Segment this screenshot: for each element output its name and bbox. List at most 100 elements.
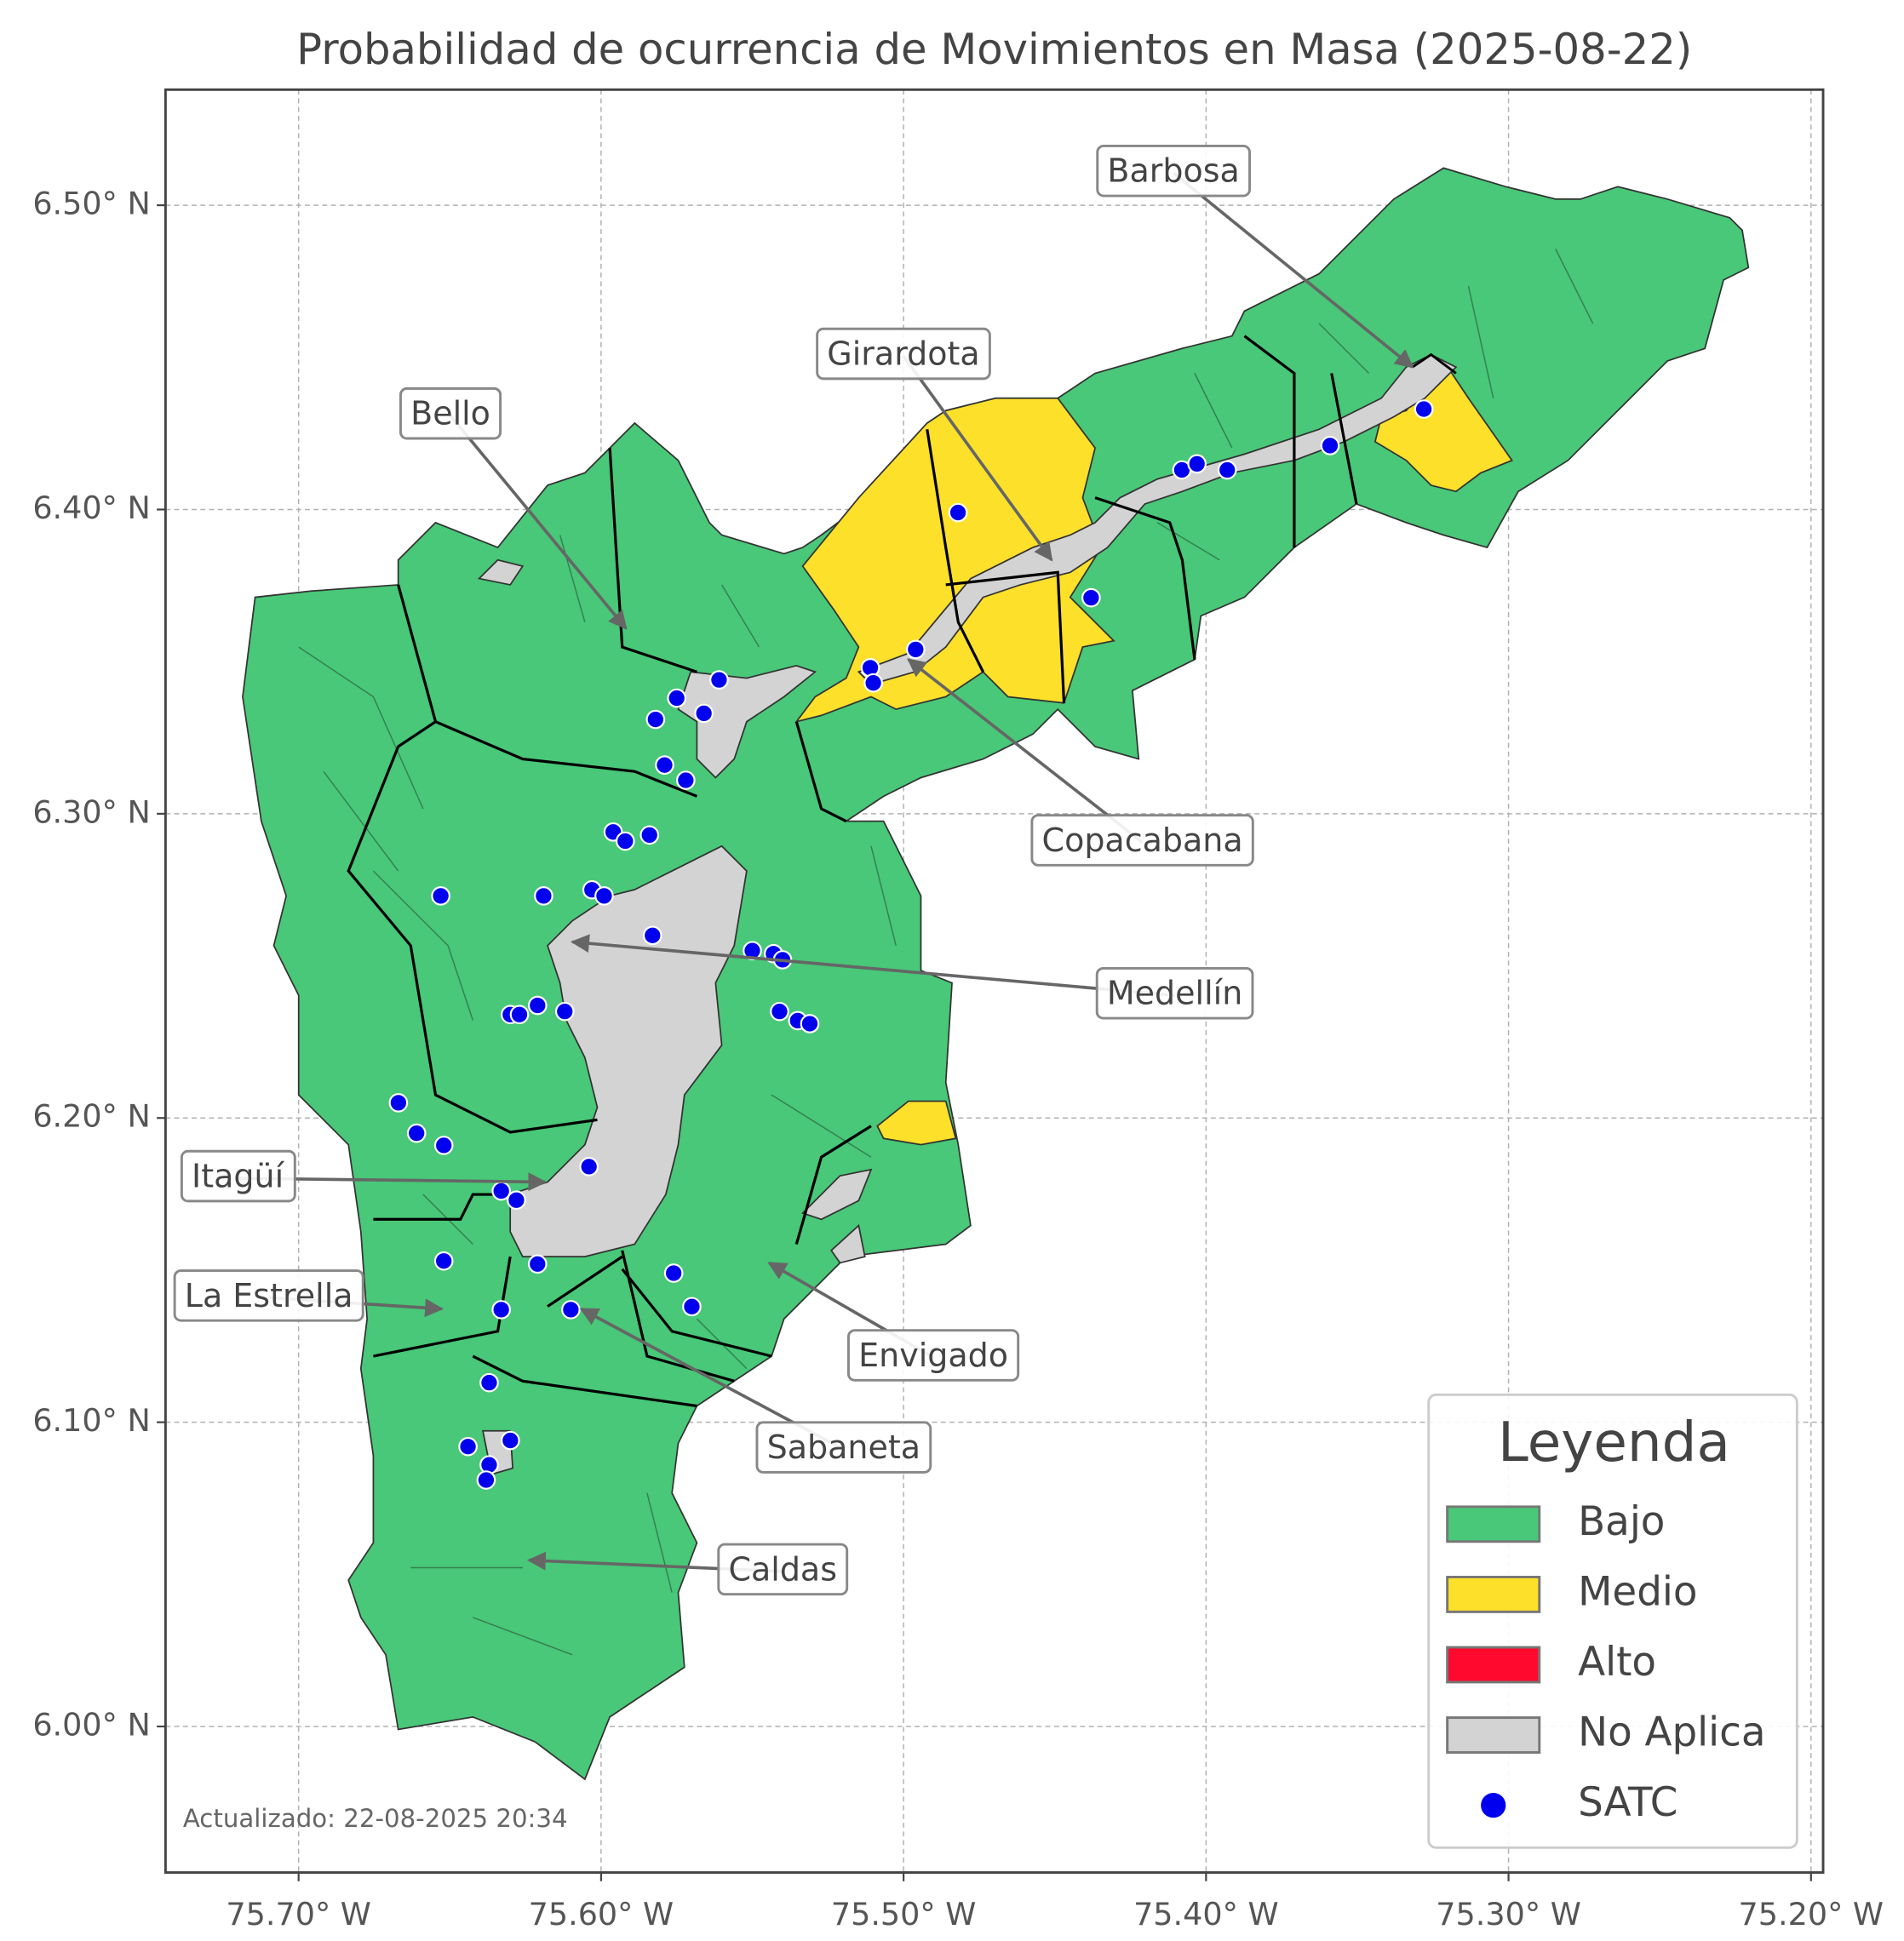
satc-point — [554, 1001, 575, 1022]
satc-point — [431, 886, 450, 906]
region-no-aplica — [477, 558, 525, 586]
satc-point — [906, 639, 926, 660]
axis-ticks: 75.70° W 75.60° W 75.50° W 75.40° W 75.30° W… — [32, 186, 1884, 1933]
annotation-label: Medellín — [1107, 975, 1242, 1012]
annotation-box — [755, 1421, 932, 1474]
annotation-box — [180, 1149, 296, 1203]
legend-swatch — [1446, 1716, 1541, 1754]
annotation-arrow — [902, 354, 1053, 562]
legend: Leyenda Bajo Medio Alto No Aplica SATC — [1427, 1393, 1798, 1849]
satc-point — [527, 1254, 548, 1274]
x-tick-label: 75.50° W — [831, 1896, 977, 1932]
annotation-box — [1030, 814, 1254, 867]
annotation-arrow — [1172, 171, 1414, 369]
annotation-label: Caldas — [728, 1550, 837, 1588]
region-no-aplica — [801, 1168, 873, 1221]
legend-swatch — [1446, 1575, 1541, 1613]
x-tick-label: 75.20° W — [1739, 1896, 1884, 1932]
map-title: Probabilidad de ocurrencia de Movimiento… — [296, 25, 1692, 74]
plot-frame — [163, 88, 1825, 1875]
satc-point — [507, 1190, 526, 1211]
annotation-box — [1095, 966, 1254, 1020]
region-medio — [1374, 359, 1513, 493]
legend-label: No Aplica — [1578, 1710, 1765, 1756]
satc-point — [1414, 399, 1434, 419]
municipal-borders — [1411, 352, 1457, 375]
annotation-label: Envigado — [858, 1337, 1008, 1374]
annotation-box — [399, 386, 502, 440]
legend-swatch — [1446, 1505, 1541, 1543]
y-tick-label: 6.40° N — [32, 490, 150, 526]
region-medio — [876, 1100, 957, 1146]
satc-point — [655, 755, 674, 776]
annotations: Barbosa Girardota Bello Copacabana Medellín I… — [173, 144, 1414, 1596]
y-tick-label: 6.30° N — [32, 793, 150, 830]
satc-point — [433, 1251, 454, 1271]
satc-point — [501, 1430, 520, 1451]
satc-point — [770, 1001, 789, 1022]
y-tick-label: 6.20° N — [32, 1098, 150, 1135]
satc-points — [388, 399, 1434, 1490]
annotation-box — [717, 1543, 849, 1596]
satc-point — [682, 1297, 702, 1317]
satc-point — [527, 995, 548, 1016]
footer-note: Actualizado: 22-08-2025 20:34 — [183, 1804, 568, 1833]
satc-point — [1081, 587, 1101, 608]
municipal-borders — [347, 335, 1358, 1408]
satc-point — [863, 673, 883, 693]
satc-point — [561, 1300, 581, 1320]
legend-title: Leyenda — [1498, 1411, 1730, 1474]
y-tick-label: 6.00° N — [32, 1707, 150, 1743]
annotation-label: La Estrella — [185, 1277, 353, 1314]
satc-point — [639, 825, 660, 845]
annotation-box — [173, 1269, 364, 1322]
satc-point — [1187, 454, 1207, 474]
satc-point — [645, 709, 666, 730]
satc-point — [676, 770, 696, 790]
satc-point — [709, 670, 729, 690]
annotation-arrow — [571, 934, 1175, 998]
satc-point — [491, 1300, 511, 1320]
satc-point — [667, 688, 687, 708]
regions — [242, 167, 1750, 1781]
satc-point — [1217, 460, 1237, 480]
satc-point — [615, 831, 635, 851]
annotation-label: Copacabana — [1042, 822, 1243, 859]
x-tick-label: 75.30° W — [1436, 1896, 1581, 1932]
satc-point — [594, 886, 614, 906]
satc-point — [800, 1014, 820, 1033]
x-tick-label: 75.40° W — [1133, 1896, 1279, 1932]
legend-label: SATC — [1578, 1780, 1677, 1826]
annotation-label: Girardota — [827, 335, 979, 373]
region-no-aplica — [857, 353, 1458, 685]
annotation-label: Barbosa — [1107, 152, 1239, 190]
annotation-box — [1096, 144, 1251, 198]
y-tick-label: 6.50° N — [32, 186, 150, 222]
legend-swatch — [1446, 1646, 1541, 1684]
satc-point — [476, 1470, 496, 1490]
region-no-aplica — [830, 1223, 866, 1264]
satc-point — [479, 1372, 499, 1393]
x-tick-label: 75.70° W — [226, 1896, 371, 1932]
satc-point — [642, 925, 662, 946]
annotation-label: Sabaneta — [767, 1429, 920, 1466]
satc-point — [406, 1123, 427, 1143]
legend-marker — [1481, 1793, 1506, 1818]
legend-label: Bajo — [1578, 1499, 1665, 1545]
annotation-box — [846, 1329, 1020, 1382]
region-no-aplica — [677, 665, 817, 779]
annotation-label: Itagüí — [192, 1158, 285, 1195]
satc-point — [579, 1157, 599, 1177]
satc-point — [433, 1136, 454, 1155]
satc-point — [509, 1005, 530, 1025]
legend-label: Alto — [1578, 1640, 1656, 1686]
satc-point — [694, 703, 714, 724]
satc-point — [458, 1436, 478, 1457]
annotation-arrow — [907, 658, 1144, 844]
satc-point — [388, 1093, 409, 1113]
region-no-aplica — [509, 845, 748, 1258]
annotation-label: Bello — [410, 395, 490, 432]
y-tick-label: 6.10° N — [32, 1402, 150, 1439]
annotation-arrow — [449, 415, 628, 630]
